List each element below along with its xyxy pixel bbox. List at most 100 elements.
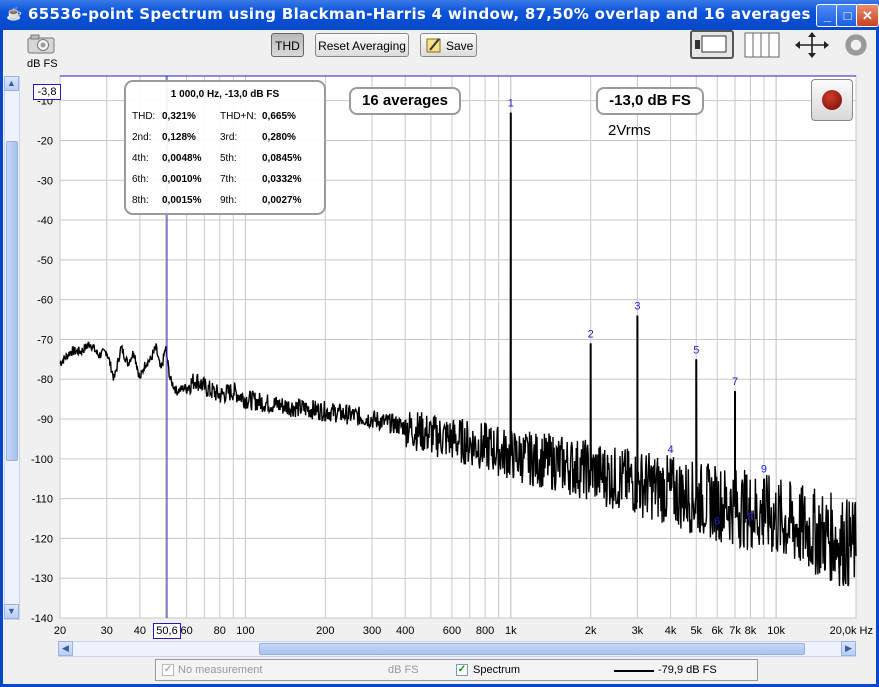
x-tick-label: 4k: [665, 625, 677, 637]
x-tick-label: 1k: [505, 625, 517, 637]
horizontal-scrollbar[interactable]: [58, 641, 856, 657]
peak-label: 9: [761, 464, 767, 476]
y-tick-label: -70: [37, 334, 53, 346]
peak-label: 1: [508, 98, 514, 110]
window-title: 65536-point Spectrum using Blackman-Harr…: [28, 5, 811, 23]
grid-layout-icon[interactable]: [744, 32, 780, 58]
thd-results-box: 1 000,0 Hz, -13,0 dB FS THD: 0,321% THD+N:…: [124, 80, 326, 215]
thd-row-label: 5th:: [220, 153, 237, 164]
thd-row-label: THD+N:: [220, 111, 257, 122]
y-tick-label: -110: [32, 494, 53, 506]
peak-label: 6: [714, 515, 720, 527]
horizontal-scroll-thumb[interactable]: [259, 643, 805, 655]
x-tick-label: 80: [214, 625, 226, 637]
scroll-right-arrow-icon[interactable]: ▶: [841, 641, 856, 656]
thd-row-value: 0,128%: [162, 132, 196, 143]
y-tick-label: -100: [31, 454, 53, 466]
thd-row-value: 0,0845%: [262, 153, 302, 164]
save-label: Save: [446, 39, 474, 53]
y-tick-label: -130: [31, 573, 53, 585]
spectrum-trace: [59, 112, 857, 587]
peak-label: 8: [747, 511, 753, 523]
thd-row-value: 0,0332%: [262, 174, 302, 185]
x-tick-label: 5k: [690, 625, 702, 637]
no-measurement-checkbox[interactable]: ✓: [162, 664, 174, 676]
x-tick-label: 40: [134, 625, 146, 637]
no-measurement-label: No measurement: [178, 664, 263, 676]
spectrum-checkbox[interactable]: ✓: [456, 664, 468, 676]
x-tick-label: 7k: [729, 625, 741, 637]
x-tick-label: 20,0k Hz: [830, 625, 873, 637]
thd-row-value: 0,665%: [262, 111, 296, 122]
x-tick-labels: 20 30 40 60 80 100 200 300 400 600 800 1k 2k 3k 4k 5k 6k…: [54, 625, 873, 637]
y-tick-label: -30: [37, 175, 53, 187]
legend-value: -79,9 dB FS: [658, 664, 717, 676]
peak-label: 3: [634, 301, 640, 313]
x-tick-label: 300: [363, 625, 381, 637]
scroll-down-arrow-icon[interactable]: ▼: [4, 604, 19, 619]
x-tick-label: 3k: [632, 625, 644, 637]
y-tick-label: -140: [31, 613, 53, 625]
reset-averaging-button[interactable]: Reset Averaging: [315, 33, 409, 57]
peak-label: 2: [588, 328, 594, 340]
y-unit-label: dB FS: [27, 58, 58, 70]
thd-row-label: 8th:: [132, 195, 149, 206]
save-icon: [426, 37, 442, 53]
thd-button[interactable]: THD: [271, 33, 304, 57]
thd-row-label: 9th:: [220, 195, 237, 206]
x-tick-label: 600: [443, 625, 461, 637]
y-tick-label: -60: [37, 295, 53, 307]
thd-row-label: 2nd:: [132, 132, 152, 143]
x-tick-label: 400: [396, 625, 414, 637]
thd-row-label: THD:: [132, 111, 156, 122]
thd-row-value: 0,0010%: [162, 174, 202, 185]
y-tick-label: -90: [37, 414, 53, 426]
averages-badge: 16 averages: [349, 87, 461, 115]
vertical-scroll-thumb[interactable]: [6, 141, 18, 461]
peak-label: 7: [732, 376, 738, 388]
y-tick-label: -120: [31, 533, 53, 545]
legend-unit-label: dB FS: [388, 664, 419, 676]
y-tick-label: -40: [37, 215, 53, 227]
thd-row-value: 0,0015%: [162, 195, 202, 206]
x-tick-label: 100: [236, 625, 254, 637]
peak-label: 5: [693, 344, 699, 356]
thd-row-value: 0,0027%: [262, 195, 302, 206]
x-tick-label: 6k: [711, 625, 723, 637]
x-tick-label: 20: [54, 625, 66, 637]
thd-header: 1 000,0 Hz, -13,0 dB FS: [170, 89, 280, 100]
thd-row-label: 7th:: [220, 174, 237, 185]
scroll-up-arrow-icon[interactable]: ▲: [4, 76, 19, 91]
record-icon: [822, 90, 842, 110]
window-layout-icon[interactable]: [690, 30, 734, 59]
y-tick-label: -20: [37, 135, 53, 147]
x-tick-label: 10k: [767, 625, 785, 637]
thd-row-value: 0,321%: [162, 111, 196, 122]
x-tick-label: 800: [476, 625, 494, 637]
close-button[interactable]: ✕: [856, 4, 879, 27]
gear-icon[interactable]: [844, 33, 868, 57]
vertical-scrollbar[interactable]: [4, 76, 20, 620]
peak-label: 4: [667, 444, 673, 456]
window-border-right: [876, 30, 879, 687]
thd-row-label: 6th:: [132, 174, 149, 185]
camera-icon[interactable]: [27, 33, 57, 55]
expand-arrows-icon[interactable]: [794, 31, 830, 59]
x-tick-label: 8k: [745, 625, 757, 637]
thd-row-label: 3rd:: [220, 132, 238, 143]
x-tick-label: 30: [101, 625, 113, 637]
save-button[interactable]: Save: [420, 33, 477, 57]
window-border-left: [0, 30, 3, 687]
thd-row-value: 0,0048%: [162, 153, 202, 164]
record-button[interactable]: [811, 79, 853, 121]
legend-line-swatch: [614, 670, 654, 672]
cursor-x-readout: 50,6: [153, 623, 181, 639]
cursor-y-readout: -3,8: [33, 84, 61, 100]
level-badge: -13,0 dB FS: [596, 87, 704, 115]
scroll-left-arrow-icon[interactable]: ◀: [58, 641, 73, 656]
x-tick-label: 2k: [585, 625, 597, 637]
y-tick-label: -50: [37, 255, 53, 267]
y-tick-label: -80: [37, 374, 53, 386]
thd-row-label: 4th:: [132, 153, 149, 164]
